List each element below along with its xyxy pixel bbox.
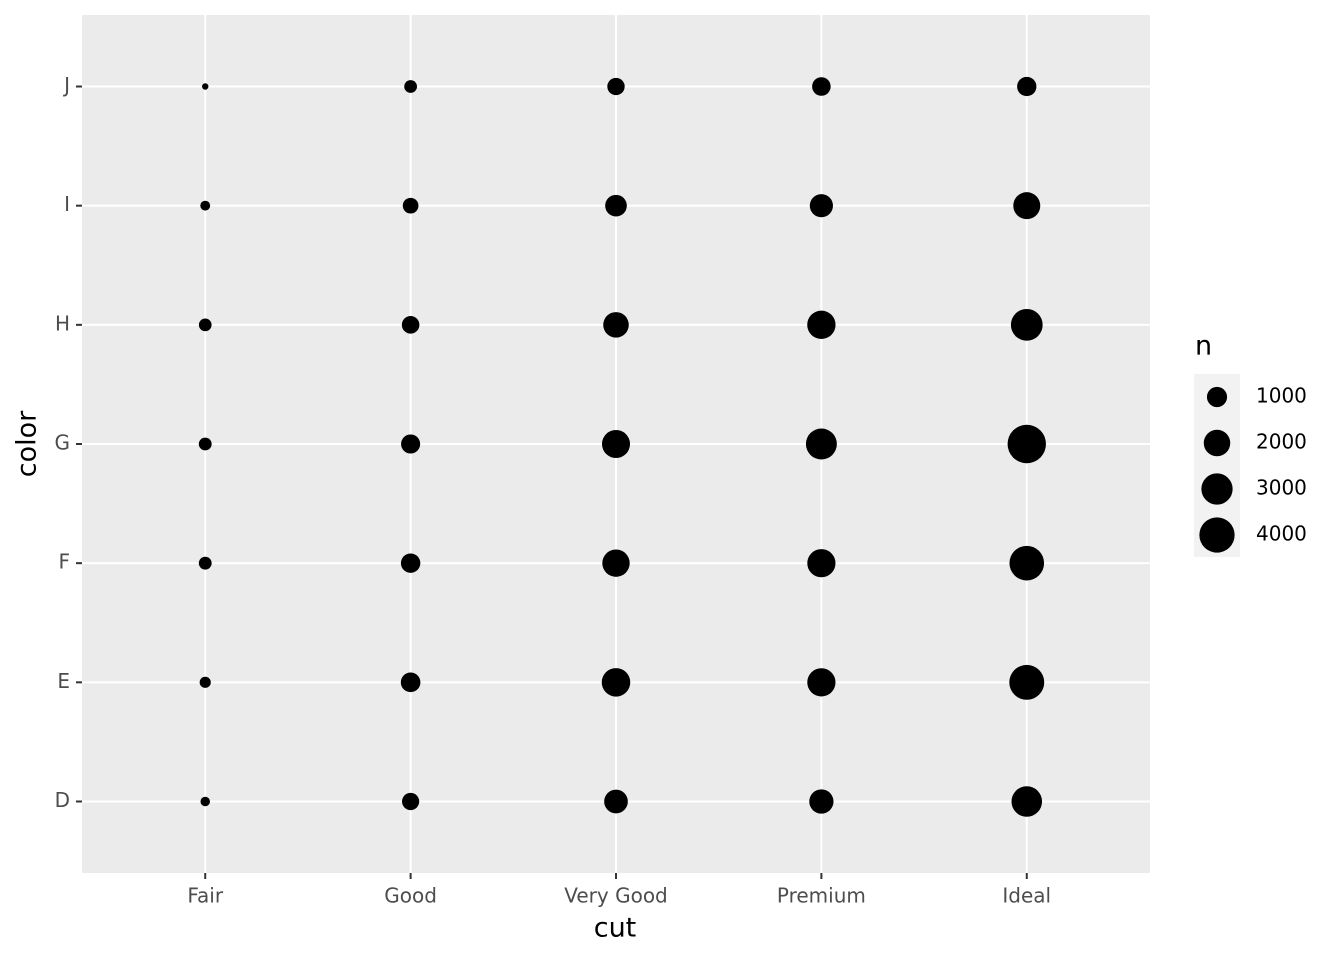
point bbox=[400, 553, 421, 573]
y-axis-title: color bbox=[12, 410, 43, 477]
legend-label: 1000 bbox=[1256, 384, 1307, 408]
point bbox=[404, 80, 417, 93]
x-axis-title: cut bbox=[594, 913, 637, 944]
point bbox=[601, 668, 631, 697]
point bbox=[1011, 786, 1043, 817]
point bbox=[401, 434, 421, 454]
legend-key bbox=[1201, 473, 1233, 505]
x-tick-label: Fair bbox=[187, 884, 223, 908]
point bbox=[807, 310, 836, 340]
point bbox=[809, 789, 834, 814]
legend-key bbox=[1206, 386, 1228, 408]
point bbox=[604, 789, 628, 814]
point bbox=[601, 429, 631, 459]
y-tick-label: H bbox=[55, 311, 70, 335]
y-tick-label: G bbox=[55, 431, 71, 455]
legend-title: n bbox=[1195, 331, 1212, 362]
point bbox=[198, 437, 212, 451]
legend-key bbox=[1199, 517, 1235, 553]
point bbox=[202, 83, 209, 90]
point bbox=[805, 428, 837, 460]
point bbox=[1007, 424, 1046, 464]
point bbox=[199, 676, 211, 688]
point bbox=[402, 792, 420, 811]
point bbox=[603, 312, 629, 338]
point bbox=[198, 318, 212, 332]
x-tick-label: Premium bbox=[777, 884, 866, 908]
y-tick-label: D bbox=[55, 788, 70, 812]
point bbox=[200, 200, 211, 211]
point bbox=[812, 77, 831, 96]
x-tick-label: Good bbox=[384, 884, 437, 908]
point bbox=[807, 549, 836, 578]
point bbox=[200, 796, 210, 807]
x-tick-label: Very Good bbox=[564, 884, 668, 908]
point bbox=[1009, 664, 1045, 700]
point bbox=[400, 672, 421, 693]
point bbox=[607, 77, 625, 96]
y-tick-label: E bbox=[57, 669, 70, 693]
point bbox=[198, 556, 212, 570]
y-tick-label: I bbox=[64, 192, 70, 216]
point bbox=[807, 668, 836, 697]
y-tick-label: F bbox=[58, 550, 70, 574]
point bbox=[809, 194, 833, 218]
point bbox=[602, 549, 630, 577]
legend-label: 4000 bbox=[1256, 522, 1307, 546]
x-tick-label: Ideal bbox=[1002, 884, 1051, 908]
point bbox=[1009, 545, 1045, 581]
legend-label: 2000 bbox=[1256, 430, 1307, 454]
legend-key bbox=[1203, 429, 1231, 457]
point bbox=[605, 194, 627, 217]
legend-label: 3000 bbox=[1256, 476, 1307, 500]
point bbox=[1010, 308, 1043, 341]
point bbox=[1013, 192, 1041, 220]
point bbox=[401, 316, 420, 334]
point bbox=[402, 197, 419, 214]
point bbox=[1017, 76, 1037, 97]
y-tick-label: J bbox=[62, 73, 70, 97]
